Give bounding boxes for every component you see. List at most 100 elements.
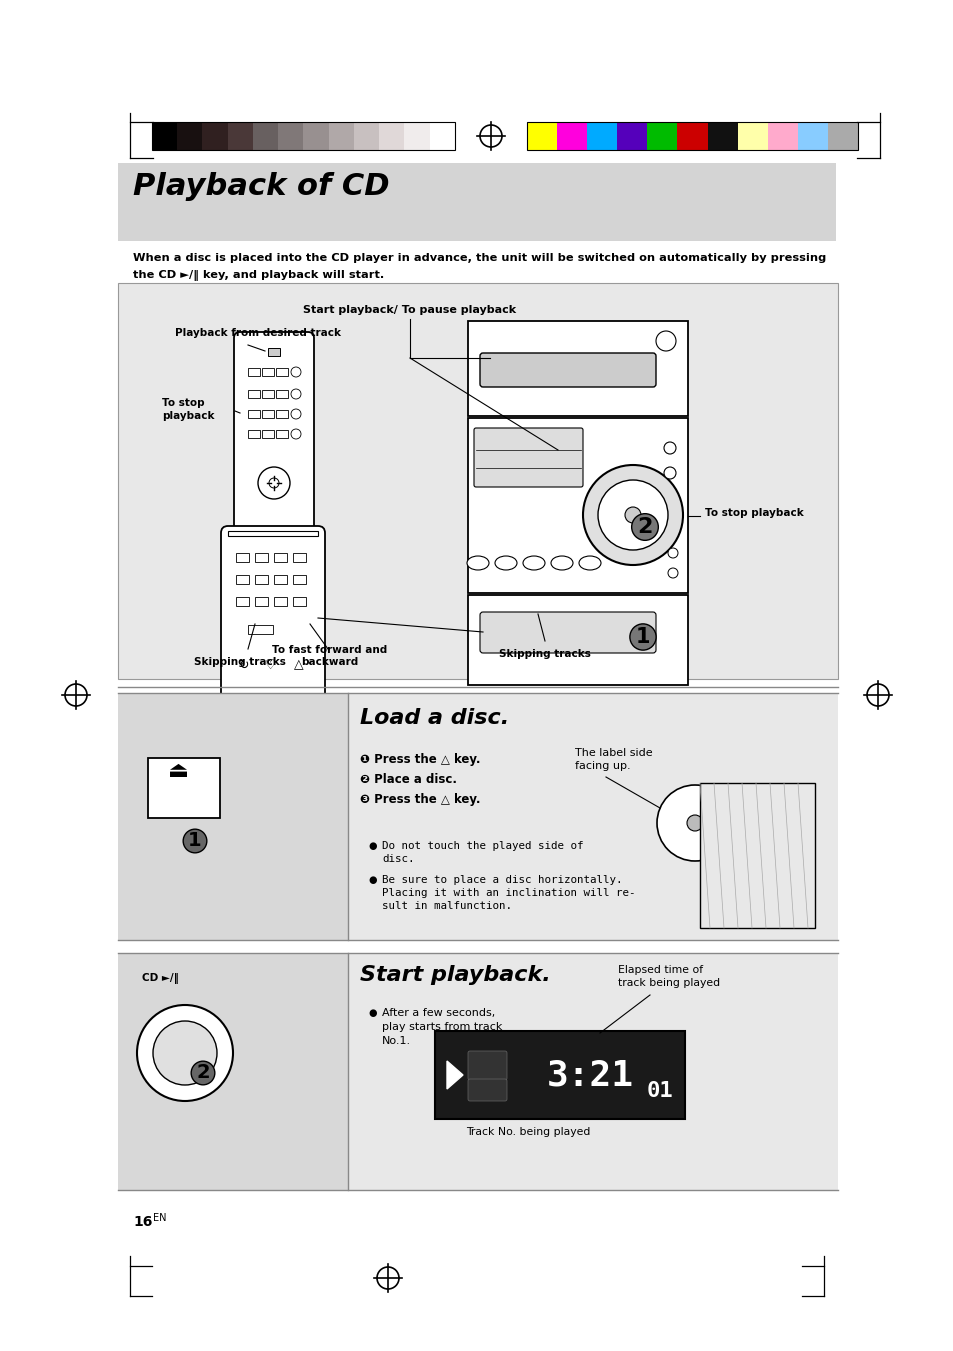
Text: To stop playback: To stop playback (704, 508, 803, 517)
Bar (268, 349, 280, 357)
Bar (253, 122, 278, 150)
Bar (677, 122, 707, 150)
Circle shape (663, 442, 676, 454)
Bar (827, 122, 857, 150)
Bar (235, 597, 249, 607)
FancyBboxPatch shape (221, 526, 325, 711)
Bar (329, 122, 354, 150)
Bar (526, 122, 557, 150)
Circle shape (657, 785, 732, 861)
Bar (274, 597, 287, 607)
Bar (468, 322, 687, 416)
Text: Start playback/ To pause playback: Start playback/ To pause playback (303, 305, 516, 315)
Bar (404, 122, 429, 150)
Bar (248, 409, 260, 417)
Bar (468, 417, 687, 593)
Circle shape (686, 815, 702, 831)
Bar (118, 952, 837, 1190)
Bar (235, 553, 249, 562)
Text: When a disc is placed into the CD player in advance, the unit will be switched o: When a disc is placed into the CD player… (132, 253, 825, 263)
Bar (177, 122, 202, 150)
Text: 1: 1 (635, 627, 650, 647)
Bar (468, 594, 687, 685)
Bar (557, 122, 586, 150)
FancyBboxPatch shape (468, 1051, 506, 1079)
Text: 16: 16 (132, 1215, 152, 1229)
Bar (526, 122, 857, 150)
Circle shape (598, 480, 667, 550)
Bar (274, 576, 287, 584)
Ellipse shape (495, 557, 517, 570)
Bar (152, 122, 177, 150)
Bar (303, 122, 329, 150)
Text: ♡: ♡ (265, 658, 276, 671)
Ellipse shape (578, 557, 600, 570)
Text: Skipping tracks: Skipping tracks (193, 657, 286, 667)
Circle shape (582, 465, 682, 565)
Bar (152, 122, 455, 150)
Text: 3:21: 3:21 (546, 1058, 633, 1092)
Bar (118, 952, 348, 1190)
Bar (248, 390, 260, 399)
Bar (262, 409, 274, 417)
Bar (248, 367, 260, 376)
Bar (797, 122, 827, 150)
Bar (148, 758, 220, 817)
Circle shape (667, 567, 678, 578)
Text: 2: 2 (196, 1063, 210, 1082)
Text: ●: ● (368, 875, 376, 885)
Circle shape (291, 430, 301, 439)
Bar (435, 1031, 684, 1119)
Text: ⏏: ⏏ (168, 761, 189, 781)
Text: ●: ● (368, 842, 376, 851)
Bar (354, 122, 379, 150)
Text: Playback from desired track: Playback from desired track (174, 328, 340, 338)
Circle shape (291, 409, 301, 419)
Bar (118, 282, 837, 680)
Text: 1: 1 (188, 831, 202, 851)
Bar (228, 122, 253, 150)
Bar (274, 553, 287, 562)
Text: ❶ Press the △ key.: ❶ Press the △ key. (359, 753, 480, 766)
Bar (262, 367, 274, 376)
Bar (248, 626, 273, 634)
Bar (228, 531, 317, 536)
FancyBboxPatch shape (233, 332, 314, 544)
Bar (262, 430, 274, 438)
Bar (293, 576, 306, 584)
Text: Track No. being played: Track No. being played (465, 1127, 589, 1138)
Bar (254, 597, 268, 607)
Polygon shape (447, 1061, 462, 1089)
Bar (275, 430, 288, 438)
Bar (647, 122, 677, 150)
Bar (118, 693, 837, 940)
Text: Elapsed time of
track being played: Elapsed time of track being played (618, 965, 720, 988)
Bar (262, 390, 274, 399)
Text: EN: EN (152, 1213, 167, 1223)
Text: 01: 01 (646, 1081, 673, 1101)
Text: Do not touch the played side of
disc.: Do not touch the played side of disc. (381, 842, 583, 865)
FancyBboxPatch shape (479, 612, 656, 653)
Bar (293, 597, 306, 607)
Bar (737, 122, 767, 150)
Text: △: △ (294, 658, 303, 671)
Text: Start playback.: Start playback. (359, 965, 550, 985)
Circle shape (291, 389, 301, 399)
FancyBboxPatch shape (474, 428, 582, 486)
Bar (235, 576, 249, 584)
FancyBboxPatch shape (468, 1079, 506, 1101)
Bar (707, 122, 737, 150)
Text: The label side
facing up.: The label side facing up. (575, 748, 652, 771)
Bar (202, 122, 228, 150)
Bar (254, 576, 268, 584)
Circle shape (257, 467, 290, 499)
Text: Playback of CD: Playback of CD (132, 172, 389, 201)
Text: To stop
playback: To stop playback (162, 399, 214, 422)
Bar (118, 163, 835, 240)
Text: Be sure to place a disc horizontally.
Placing it with an inclination will re-
su: Be sure to place a disc horizontally. Pl… (381, 875, 635, 912)
Bar (278, 122, 303, 150)
Text: After a few seconds,
play starts from track
No.1.: After a few seconds, play starts from tr… (381, 1008, 502, 1046)
Text: To fast forward and
backward: To fast forward and backward (273, 644, 387, 667)
Circle shape (269, 478, 278, 488)
Bar (275, 367, 288, 376)
